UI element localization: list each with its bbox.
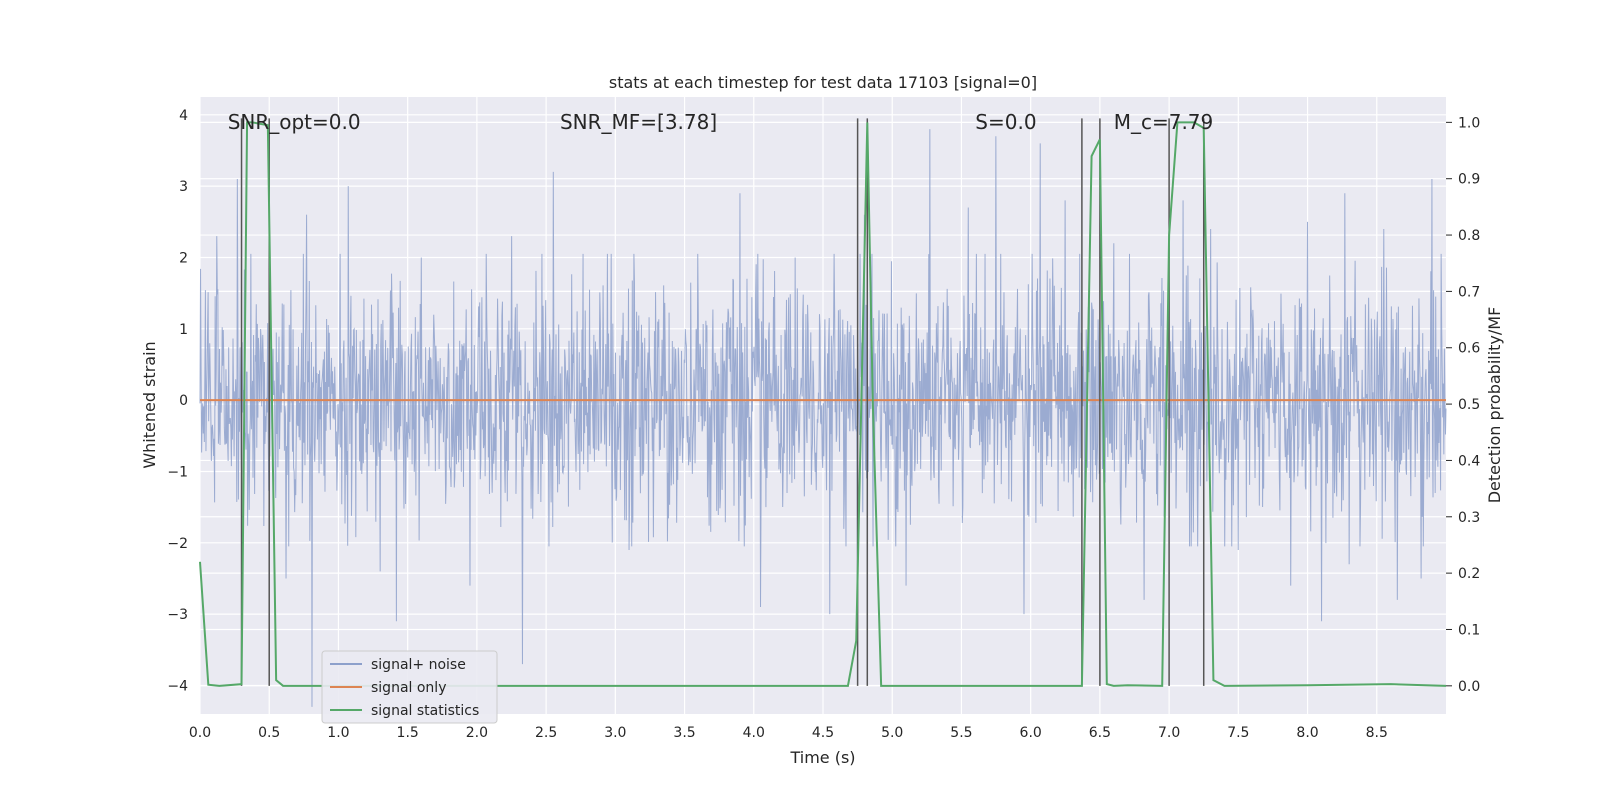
x-tick-label: 6.0	[1020, 725, 1042, 741]
y-left-tick-label: 1	[179, 322, 188, 338]
y-right-tick-label: 0.6	[1458, 341, 1480, 357]
x-tick-label: 7.0	[1158, 725, 1180, 741]
x-tick-label: 6.5	[1089, 725, 1111, 741]
x-tick-label: 4.5	[812, 725, 834, 741]
y-left-tick-label: 0	[179, 393, 188, 409]
y-right-tick-label: 0.8	[1458, 228, 1480, 244]
noise-line	[199, 129, 1447, 707]
annotations: SNR_opt=0.0 SNR_MF=[3.78] S=0.0 M_c=7.79	[228, 110, 1214, 134]
x-tick-label: 7.5	[1227, 725, 1249, 741]
annotation-text: S=0.0	[975, 110, 1036, 134]
x-tick-label: 3.0	[604, 725, 626, 741]
y-right-tick-label: 1.0	[1458, 115, 1480, 131]
y-right-tick-label: 0.7	[1458, 284, 1480, 300]
x-axis-label: Time (s)	[789, 748, 855, 767]
y-right-tick-label: 0.0	[1458, 679, 1480, 695]
y-left-tick-label: 2	[179, 250, 188, 266]
annotation-text: SNR_MF=[3.78]	[560, 110, 717, 134]
legend-label-signal: signal only	[371, 680, 446, 696]
annotation-text: M_c=7.79	[1114, 110, 1214, 134]
y-right-tick-label: 0.4	[1458, 453, 1480, 469]
x-tick-label: 2.0	[466, 725, 488, 741]
x-tick-label: 4.0	[743, 725, 765, 741]
x-tick-label: 2.5	[535, 725, 557, 741]
x-tick-label: 3.5	[673, 725, 695, 741]
x-tick-label: 1.5	[397, 725, 419, 741]
x-tick-label: 1.0	[327, 725, 349, 741]
y-left-tick-label: −3	[167, 607, 188, 623]
y-right-tick-label: 0.9	[1458, 172, 1480, 188]
y-right-axis-ticks: 0.0 0.1 0.2 0.3 0.4 0.5 0.6 0.7 0.8 0.9 1.0	[1446, 115, 1480, 695]
y-left-axis-ticks: −4 −3 −2 −1 0 1 2 3 4	[167, 108, 188, 695]
statistics-series	[199, 121, 1447, 687]
y-left-tick-label: −4	[167, 678, 188, 694]
y-left-tick-label: 3	[179, 179, 188, 195]
y-right-tick-label: 0.2	[1458, 566, 1480, 582]
x-tick-label: 0.0	[189, 725, 211, 741]
y-left-tick-label: −1	[167, 464, 188, 480]
x-tick-label: 8.5	[1366, 725, 1388, 741]
y-right-tick-label: 0.5	[1458, 397, 1480, 413]
legend-label-statistics: signal statistics	[371, 703, 479, 719]
x-tick-label: 5.0	[881, 725, 903, 741]
legend-label-noise: signal+ noise	[371, 657, 466, 673]
noise-series	[199, 129, 1447, 707]
annotation-text: SNR_opt=0.0	[228, 110, 361, 134]
x-axis-ticks: 0.0 0.5 1.0 1.5 2.0 2.5 3.0 3.5 4.0 4.5 5.0 5.5 6.0 6…	[189, 725, 1388, 741]
x-tick-label: 8.0	[1296, 725, 1318, 741]
y-left-tick-label: −2	[167, 536, 188, 552]
x-tick-label: 5.5	[950, 725, 972, 741]
y-right-tick-label: 0.1	[1458, 622, 1480, 638]
y-right-tick-label: 0.3	[1458, 510, 1480, 526]
y-left-axis-label: Whitened strain	[140, 341, 159, 468]
y-right-axis-label: Detection probability/MF	[1485, 307, 1504, 504]
x-tick-label: 0.5	[258, 725, 280, 741]
y-left-tick-label: 4	[179, 108, 188, 124]
legend-box	[321, 650, 498, 724]
statistics-line	[199, 121, 1447, 687]
legend: signal+ noise signal only signal statist…	[321, 650, 498, 724]
chart-title: stats at each timestep for test data 171…	[609, 73, 1037, 92]
